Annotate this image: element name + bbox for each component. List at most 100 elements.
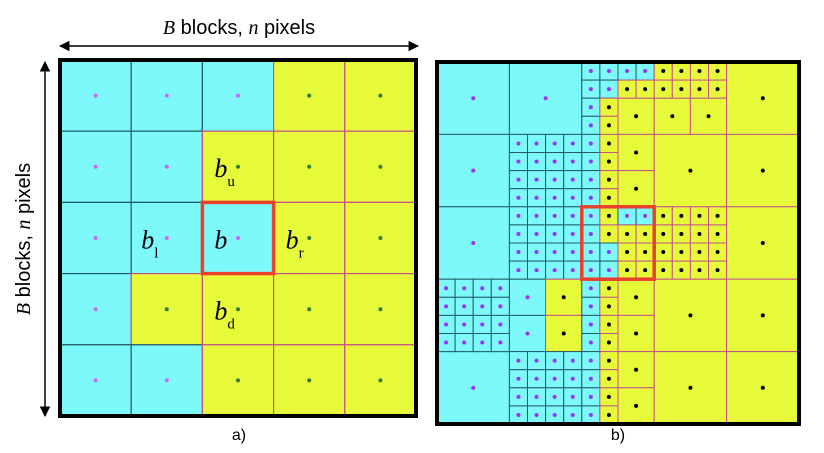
block-label-u: bu <box>214 154 235 190</box>
block-center-dot <box>552 213 557 218</box>
block-center-dot <box>462 286 467 291</box>
block-center-dot <box>534 231 539 236</box>
block-center-dot <box>661 268 666 273</box>
block-center-dot <box>552 412 557 417</box>
block-center-dot <box>534 394 539 399</box>
current-block-highlight <box>580 205 656 281</box>
block-center-dot <box>378 378 383 383</box>
block-center-dot <box>706 114 711 119</box>
block-label-d: bd <box>214 297 235 333</box>
block-center-dot <box>534 358 539 363</box>
block-center-dot <box>697 268 702 273</box>
block-center-dot <box>570 394 575 399</box>
block-center-dot <box>606 69 611 74</box>
block-center-dot <box>498 286 503 291</box>
block-center-dot <box>164 164 169 169</box>
block-center-dot <box>625 268 630 273</box>
block-center-dot <box>588 105 593 110</box>
block-center-dot <box>634 403 639 408</box>
block-center-dot <box>606 340 611 345</box>
side-dimension: B blocks, n pixels <box>13 60 51 418</box>
block-center-dot <box>606 268 611 273</box>
block-center-dot <box>588 304 593 309</box>
block-label-r: br <box>286 225 304 261</box>
block-center-dot <box>471 241 476 245</box>
block-center-dot <box>570 268 575 273</box>
block-center-dot <box>236 164 240 169</box>
block-center-dot <box>643 69 648 74</box>
block-center-dot <box>462 304 467 309</box>
block-center-dot <box>570 213 575 218</box>
block-center-dot <box>570 141 575 146</box>
block-center-dot <box>661 87 666 92</box>
block-center-dot <box>679 231 684 236</box>
block-center-dot <box>606 376 611 381</box>
block-center-dot <box>444 304 449 309</box>
block-center-dot <box>606 87 611 92</box>
block-center-dot <box>588 195 593 200</box>
block-center-dot <box>588 358 593 363</box>
block-center-dot <box>606 177 611 182</box>
side-label: B blocks, n pixels <box>13 163 35 315</box>
block-center-dot <box>516 213 521 218</box>
block-center-dot <box>715 231 720 236</box>
block-center-dot <box>570 358 575 363</box>
block-center-dot <box>588 69 593 74</box>
block-center-dot <box>715 69 720 74</box>
block-center-dot <box>543 96 548 101</box>
block-center-dot <box>606 105 611 110</box>
block-center-dot <box>534 159 539 164</box>
block-center-dot <box>606 195 611 200</box>
block-center-dot <box>378 307 383 312</box>
block-center-dot <box>236 236 240 240</box>
block-center-dot <box>697 87 702 92</box>
block-center-dot <box>552 250 557 255</box>
block-center-dot <box>715 213 720 218</box>
block-center-dot <box>588 159 593 164</box>
block-center-dot <box>606 141 611 146</box>
block-center-dot <box>480 304 485 309</box>
block-center-dot <box>307 164 312 169</box>
block-center-dot <box>643 250 648 255</box>
block-center-dot <box>606 358 611 363</box>
block-center-dot <box>643 231 648 236</box>
panel-a: bu bl b br bd <box>58 58 418 418</box>
block-center-dot <box>634 150 639 155</box>
block-center-dot <box>570 250 575 255</box>
block-center-dot <box>697 69 702 74</box>
block-center-dot <box>552 376 557 381</box>
block-center-dot <box>570 376 575 381</box>
quadtree-block <box>617 278 655 316</box>
block-center-dot <box>625 87 630 92</box>
block-center-dot <box>588 268 593 273</box>
block-center-dot <box>534 412 539 417</box>
block-center-dot <box>480 322 485 327</box>
block-center-dot <box>307 378 312 383</box>
block-center-dot <box>534 268 539 273</box>
block-center-dot <box>606 213 611 218</box>
block-center-dot <box>552 141 557 146</box>
block-center-dot <box>471 96 476 101</box>
block-center-dot <box>534 376 539 381</box>
block-center-dot <box>679 69 684 74</box>
block-center-dot <box>570 159 575 164</box>
block-center-dot <box>634 367 639 372</box>
block-center-dot <box>93 93 98 98</box>
block-center-dot <box>697 231 702 236</box>
block-center-dot <box>606 286 611 291</box>
top-dimension: B blocks, n pixels <box>58 17 420 52</box>
block-center-dot <box>164 307 169 312</box>
block-center-dot <box>552 231 557 236</box>
block-center-dot <box>516 394 521 399</box>
block-center-dot <box>552 177 557 182</box>
block-center-dot <box>588 177 593 182</box>
panel-a-frame <box>58 58 418 418</box>
block-center-dot <box>498 340 503 345</box>
block-center-dot <box>236 378 240 383</box>
block-center-dot <box>552 195 557 200</box>
block-center-dot <box>378 93 383 98</box>
block-center-dot <box>588 286 593 291</box>
block-center-dot <box>462 322 467 327</box>
block-label-b: b <box>214 225 227 254</box>
